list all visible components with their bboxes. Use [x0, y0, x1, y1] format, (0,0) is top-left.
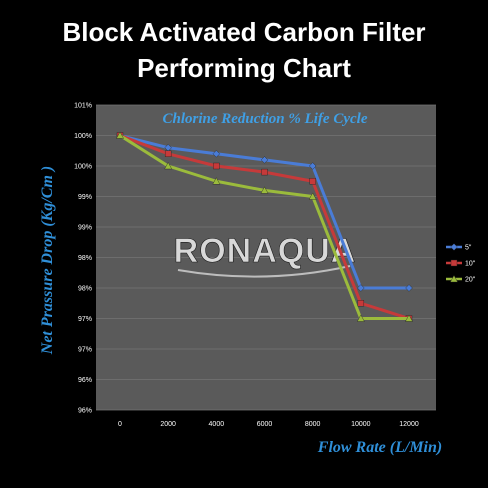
- series-3: [116, 131, 413, 322]
- data-point: [308, 162, 317, 170]
- y-axis-ticks: 101% 100% 100% 99% 99% 98% 98% 97% 97% 96% 96%: [74, 103, 92, 415]
- data-point: [212, 150, 221, 158]
- y-tick-label: 98%: [78, 255, 92, 262]
- data-point: [212, 177, 221, 185]
- y-tick-label: 101%: [74, 103, 92, 110]
- y-tick-label: 100%: [74, 164, 92, 171]
- page-title-line-1: Block Activated Carbon Filter: [62, 17, 426, 47]
- chart-inner-title: Chlorine Reduction % Life Cycle: [163, 111, 368, 127]
- legend-item: 10": [446, 259, 476, 268]
- y-tick-label: 99%: [78, 194, 92, 201]
- watermark-swoosh: [177, 265, 351, 278]
- data-point: [309, 178, 316, 185]
- x-axis-title: Flow Rate (L/Min): [317, 439, 442, 456]
- watermark-text: RONAQUA: [174, 232, 357, 270]
- data-point: [357, 300, 365, 307]
- legend-item: 5": [446, 243, 472, 252]
- x-tick-label: 8000: [305, 421, 321, 428]
- data-point: [213, 162, 220, 170]
- legend-label: 10": [465, 261, 476, 268]
- page-title-line-2: Performing Chart: [137, 53, 351, 83]
- x-tick-label: 12000: [399, 421, 419, 428]
- x-tick-label: 0: [118, 421, 122, 428]
- y-tick-label: 99%: [78, 225, 92, 232]
- x-tick-label: 6000: [257, 421, 273, 428]
- data-point: [261, 168, 268, 176]
- y-axis-title: Net Prassure Drop (Kg/Cm ): [39, 166, 56, 355]
- data-point: [164, 161, 173, 170]
- x-tick-label: 4000: [209, 421, 225, 428]
- legend-marker: [450, 274, 458, 283]
- y-tick-label: 96%: [78, 408, 92, 415]
- y-tick-label: 96%: [78, 377, 92, 384]
- legend-marker: [450, 259, 458, 267]
- legend-label: 5": [465, 245, 472, 252]
- data-point: [260, 186, 269, 194]
- data-point: [116, 131, 124, 139]
- data-point: [405, 284, 413, 292]
- legend: 5" 10" 20": [446, 243, 476, 284]
- page-title: Block Activated Carbon Filter Performing…: [0, 14, 488, 86]
- x-axis-ticks: 0 2000 4000 6000 8000 10000 12000: [118, 421, 419, 428]
- data-point: [357, 284, 365, 292]
- data-point: [164, 150, 172, 158]
- gridlines: [96, 104, 436, 411]
- series-group: [116, 131, 413, 322]
- data-point: [308, 192, 317, 200]
- y-tick-label: 98%: [78, 286, 92, 293]
- x-tick-label: 2000: [160, 421, 176, 428]
- y-tick-label: 100%: [74, 133, 92, 140]
- data-point: [260, 156, 269, 164]
- y-tick-label: 97%: [78, 347, 92, 354]
- data-point: [356, 314, 365, 322]
- legend-marker: [450, 243, 458, 251]
- x-tick-label: 10000: [351, 421, 371, 428]
- data-point: [405, 314, 413, 322]
- y-tick-label: 97%: [78, 316, 92, 323]
- legend-label: 20": [465, 277, 476, 284]
- legend-item: 20": [446, 274, 476, 284]
